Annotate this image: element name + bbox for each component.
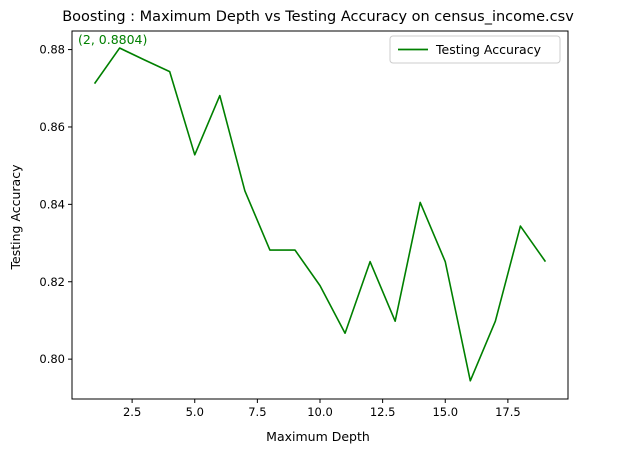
plot-area: 2.5 5.0 7.5 10.0 12.5 15.0 17.5 0.80 0.82 0.84 0.8… — [39, 30, 569, 419]
axes-frame — [71, 30, 569, 400]
y-tick-label: 0.82 — [39, 275, 65, 289]
x-tick-label: 2.5 — [123, 405, 141, 419]
y-tick-label: 0.84 — [39, 197, 65, 211]
x-tick-label: 10.0 — [307, 405, 333, 419]
y-axis-label: Testing Accuracy — [8, 164, 23, 271]
y-tick-label: 0.88 — [39, 43, 65, 57]
y-tick-label: 0.86 — [39, 120, 65, 134]
y-tick-label: 0.80 — [39, 352, 65, 366]
x-axis-label: Maximum Depth — [266, 429, 370, 444]
x-tick-label: 7.5 — [248, 405, 266, 419]
x-tick-label: 15.0 — [432, 405, 458, 419]
x-tick-label: 5.0 — [186, 405, 204, 419]
max-point-annotation: (2, 0.8804) — [78, 32, 147, 47]
legend-label-testing-accuracy: Testing Accuracy — [435, 42, 542, 57]
series-line-0 — [93, 47, 547, 382]
legend-box — [389, 35, 561, 64]
x-tick-label: 12.5 — [370, 405, 396, 419]
legend: Testing Accuracy — [389, 35, 561, 64]
chart-title: Boosting : Maximum Depth vs Testing Accu… — [62, 9, 574, 25]
x-tick-label: 17.5 — [495, 405, 521, 419]
